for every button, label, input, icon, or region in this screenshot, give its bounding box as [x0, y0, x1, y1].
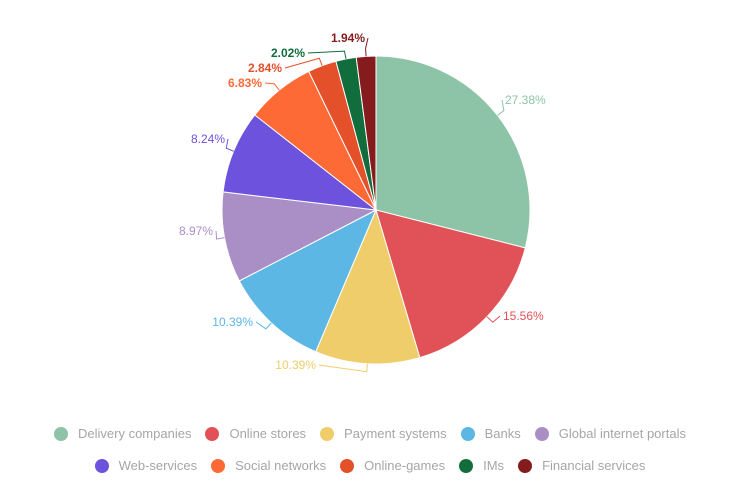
legend-dot-icon: [460, 426, 475, 441]
leader-line: [255, 321, 272, 330]
pie-chart: 27.38%15.56%10.39%10.39%8.97%8.24%6.83%2…: [179, 31, 546, 373]
data-label: 10.39%: [212, 315, 253, 329]
legend-item[interactable]: Online stores: [205, 426, 306, 441]
pie-slice[interactable]: [375, 55, 531, 249]
legend-label: Online stores: [229, 426, 307, 441]
leader-line: [215, 230, 225, 240]
leader-line: [318, 363, 368, 373]
legend-label: Online-games: [364, 458, 446, 473]
legend-dot-icon: [94, 458, 109, 473]
legend-row-1: Delivery companies Online stores Payment s…: [0, 426, 740, 441]
legend-item[interactable]: Web-services: [94, 458, 198, 473]
data-label: 2.02%: [271, 46, 305, 60]
legend-label: IMs: [483, 458, 505, 473]
leader-line: [264, 82, 280, 91]
data-label: 8.24%: [191, 132, 225, 146]
leader-line: [497, 99, 505, 116]
legend-dot-icon: [320, 426, 335, 441]
data-label: 6.83%: [228, 76, 262, 90]
legend-dot-icon: [534, 426, 549, 441]
legend-label: Global internet portals: [558, 426, 686, 441]
leader-line: [365, 37, 369, 57]
legend-item[interactable]: IMs: [459, 458, 504, 473]
leader-line: [307, 50, 347, 60]
legend-item[interactable]: Social networks: [211, 458, 326, 473]
leader-line: [486, 315, 501, 323]
data-label: 27.38%: [505, 93, 546, 107]
legend-item[interactable]: Financial services: [518, 458, 645, 473]
legend-dot-icon: [205, 426, 220, 441]
legend-item[interactable]: Payment systems: [320, 426, 447, 441]
legend-dot-icon: [54, 426, 69, 441]
leader-line: [284, 57, 323, 69]
data-label: 2.84%: [248, 61, 282, 75]
data-label: 1.94%: [331, 31, 365, 45]
legend-item[interactable]: Global internet portals: [534, 426, 686, 441]
pie-slice[interactable]: [222, 114, 378, 211]
legend-dot-icon: [340, 458, 355, 473]
legend-label: Payment systems: [344, 426, 447, 441]
legend-item[interactable]: Online-games: [340, 458, 445, 473]
leader-line: [225, 138, 234, 152]
legend-label: Delivery companies: [78, 426, 192, 441]
legend-label: Web-services: [118, 458, 198, 473]
data-label: 15.56%: [503, 309, 544, 323]
legend-label: Financial services: [542, 458, 646, 473]
legend-dot-icon: [459, 458, 474, 473]
data-label: 10.39%: [275, 358, 316, 372]
pie-slice[interactable]: [221, 191, 378, 282]
legend-dot-icon: [518, 458, 533, 473]
legend-row-2: Web-services Social networks Online-games I…: [0, 458, 740, 473]
legend-item[interactable]: Delivery companies: [54, 426, 191, 441]
legend-label: Banks: [484, 426, 521, 441]
data-label: 8.97%: [179, 224, 213, 238]
legend-label: Social networks: [235, 458, 327, 473]
pie-slice[interactable]: [238, 208, 378, 353]
legend-item[interactable]: Banks: [460, 426, 521, 441]
legend-dot-icon: [211, 458, 226, 473]
pie-slice[interactable]: [315, 208, 421, 365]
